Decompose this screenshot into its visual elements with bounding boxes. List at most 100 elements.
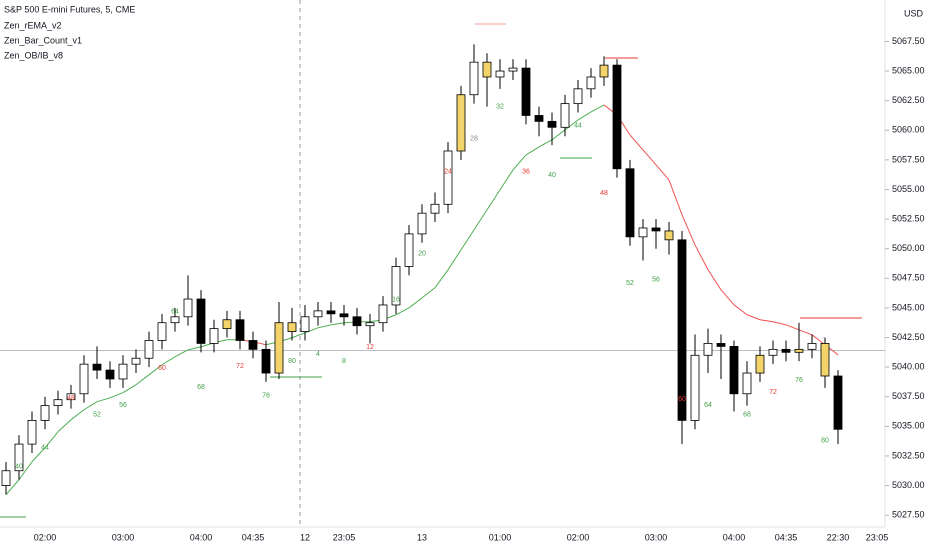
ema-segment	[18, 461, 33, 481]
ema-segment	[317, 324, 332, 329]
candle-body	[404, 233, 414, 267]
ema-segment	[122, 384, 137, 394]
x-tick-label: 02:00	[567, 532, 590, 542]
candle-body	[573, 88, 583, 105]
ema-segment	[499, 169, 514, 191]
candle-body	[274, 322, 284, 374]
bar-count-label: 52	[93, 411, 101, 418]
bar-count-label: 20	[418, 250, 426, 257]
bar-count-label: 72	[769, 389, 777, 396]
bar-count-label: 80	[288, 358, 296, 365]
ema-segment	[83, 401, 98, 411]
bar-count-label: 56	[652, 276, 660, 283]
y-tick-label: 5042.50	[892, 332, 925, 342]
y-tick-label: 5062.50	[892, 95, 925, 105]
candle-body	[157, 322, 167, 341]
candle-body	[196, 298, 206, 344]
ema-segment	[707, 269, 722, 291]
candle-body	[781, 348, 791, 353]
ema-segment	[759, 319, 774, 323]
y-tick-label: 5030.00	[892, 480, 925, 490]
candle-body	[586, 76, 596, 90]
candle-body	[248, 340, 258, 350]
y-tick-label: 5052.50	[892, 213, 925, 223]
candle-body	[92, 363, 102, 371]
ema-segment	[785, 324, 800, 331]
candle-body	[144, 340, 154, 359]
bar-count-label: 4	[316, 351, 320, 358]
ema-segment	[187, 346, 202, 351]
bar-count-label: 68	[197, 384, 205, 391]
ema-segment	[590, 104, 605, 113]
y-tick-label: 5055.00	[892, 184, 925, 194]
ema-segment	[642, 149, 657, 166]
candle-body	[729, 345, 739, 395]
candle-body	[326, 310, 336, 315]
bar-count-label: 44	[574, 122, 582, 129]
x-tick-label: 02:00	[34, 532, 57, 542]
ema-segment	[694, 244, 709, 271]
y-tick-label: 5045.00	[892, 302, 925, 312]
bar-count-label: 72	[236, 363, 244, 370]
candle-body	[27, 420, 37, 445]
ema-segment	[473, 209, 488, 231]
candle-body	[378, 304, 388, 324]
indicator-name: Zen_rEMA_v2	[4, 20, 62, 30]
ema-segment	[746, 314, 761, 321]
ema-segment	[434, 269, 449, 289]
ema-segment	[57, 419, 72, 433]
candle-body	[40, 405, 50, 421]
candle-body	[339, 313, 349, 318]
candle-body	[222, 319, 232, 330]
candle-body	[183, 298, 193, 318]
candle-body	[690, 354, 700, 421]
bar-count-label: 40	[15, 463, 23, 470]
y-tick-label: 5027.50	[892, 510, 925, 520]
candle-body	[469, 61, 479, 96]
x-tick-label: 03:00	[112, 532, 135, 542]
ema-segment	[538, 139, 553, 148]
bar-count-label: 32	[496, 103, 504, 110]
y-tick-label: 5057.50	[892, 154, 925, 164]
candle-body	[651, 227, 661, 232]
ema-segment	[798, 329, 813, 336]
candle-body	[716, 343, 726, 347]
ema-segment	[161, 356, 176, 366]
x-tick-label: 22:30	[827, 532, 850, 542]
ema-segment	[668, 179, 683, 216]
candle-body	[313, 310, 323, 318]
bar-count-label: 56	[119, 402, 127, 409]
ema-segment	[70, 409, 85, 421]
chart-title: S&P 500 E-mini Futures, 5, CME	[4, 4, 135, 14]
candle-body	[560, 103, 570, 128]
x-tick-label: 23:05	[333, 532, 356, 542]
candle-body	[430, 203, 440, 214]
candle-body	[300, 316, 310, 332]
candle-body	[482, 61, 492, 78]
candle-body	[456, 94, 466, 152]
ema-segment	[421, 287, 436, 299]
bar-count-label: 60	[678, 396, 686, 403]
candle-body	[664, 230, 674, 241]
bar-count-label: 60	[158, 365, 166, 372]
candle-body	[612, 64, 622, 170]
bar-count-label: 44	[41, 444, 49, 451]
y-tick-label: 5037.50	[892, 391, 925, 401]
bar-count-label: 64	[704, 402, 712, 409]
ema-segment	[96, 397, 111, 403]
x-tick-label: 04:35	[242, 532, 265, 542]
candle-body	[170, 316, 180, 324]
bar-count-label: 24	[444, 169, 452, 176]
y-tick-label: 5032.50	[892, 450, 925, 460]
bar-count-label: 52	[626, 280, 634, 287]
y-tick-label: 5050.00	[892, 243, 925, 253]
ema-segment	[135, 374, 150, 386]
x-tick-label: 04:35	[775, 532, 798, 542]
candle-body	[794, 348, 804, 353]
bar-count-label: 64	[171, 308, 179, 315]
ema-segment	[525, 146, 540, 156]
ema-segment	[486, 189, 501, 211]
bar-count-label: 36	[522, 169, 530, 176]
